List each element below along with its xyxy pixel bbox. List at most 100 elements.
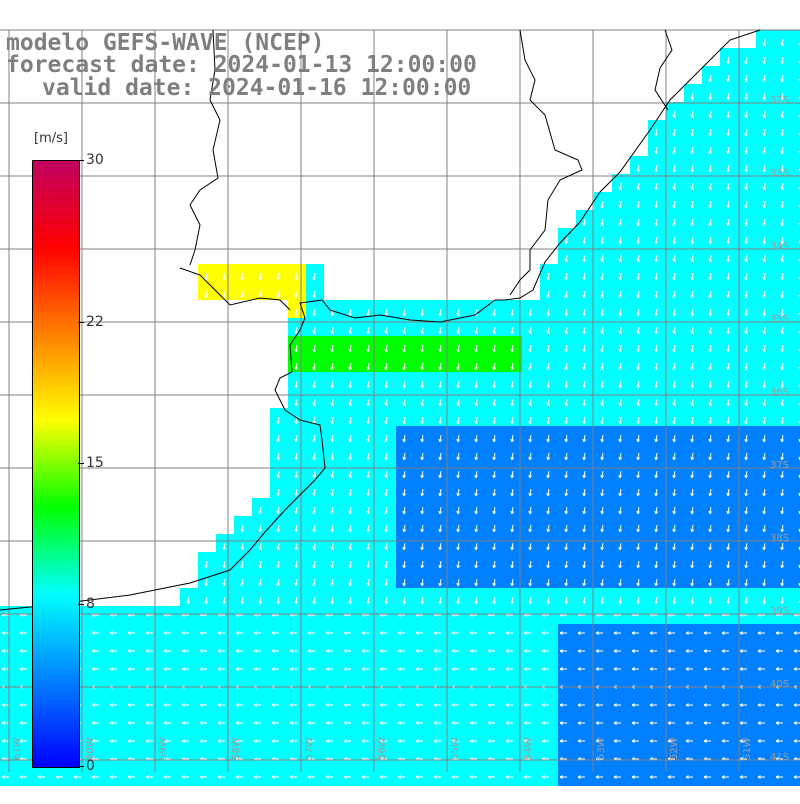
wind-arrow — [636, 272, 641, 281]
wind-arrow — [708, 290, 713, 299]
wind-arrow — [546, 398, 551, 407]
wind-arrow — [600, 434, 605, 443]
wind-arrow — [564, 488, 569, 497]
wind-arrow — [685, 775, 693, 779]
wind-arrow — [672, 110, 677, 119]
wind-arrow — [582, 254, 587, 263]
wind-arrow — [618, 578, 623, 587]
longitude-label: 55W — [450, 737, 461, 760]
wind-arrow — [271, 775, 279, 779]
wind-arrow — [181, 739, 189, 743]
wind-arrow — [492, 308, 497, 317]
wind-arrow — [330, 362, 335, 371]
wind-arrow — [564, 236, 569, 245]
wind-arrow — [19, 739, 27, 743]
wind-arrow — [289, 631, 297, 635]
wind-arrow — [487, 721, 495, 725]
wind-arrow — [649, 721, 657, 725]
wind-arrow — [384, 416, 389, 425]
longitude-label: 61W — [12, 737, 23, 760]
wind-arrow — [528, 344, 533, 353]
longitude-label: 59W — [158, 737, 169, 760]
wind-arrow — [636, 596, 641, 605]
wind-arrow — [294, 290, 299, 299]
wind-arrow — [433, 721, 441, 725]
wind-arrow — [348, 308, 353, 317]
wind-arrow — [600, 308, 605, 317]
wind-arrow — [451, 721, 459, 725]
wind-arrow — [384, 308, 389, 317]
wind-arrow — [546, 290, 551, 299]
wind-arrow — [744, 524, 749, 533]
wind-arrow — [613, 649, 621, 653]
wind-arrow — [276, 434, 281, 443]
wind-arrow — [708, 164, 713, 173]
wind-arrow — [690, 560, 695, 569]
wind-arrow — [708, 344, 713, 353]
wind-arrow — [276, 416, 281, 425]
wind-arrow — [420, 542, 425, 551]
wind-arrow — [667, 721, 675, 725]
wind-arrow — [672, 128, 677, 137]
wind-arrow — [276, 470, 281, 479]
wind-arrow — [451, 649, 459, 653]
wind-arrow — [780, 74, 785, 83]
wind-arrow — [600, 236, 605, 245]
wind-arrow — [744, 128, 749, 137]
wind-arrow — [721, 649, 729, 653]
wind-arrow — [672, 200, 677, 209]
wind-arrow — [420, 506, 425, 515]
wind-arrow — [505, 631, 513, 635]
wind-arrow — [258, 596, 263, 605]
wind-arrow — [613, 703, 621, 707]
wind-arrow — [672, 308, 677, 317]
wind-arrow — [312, 506, 317, 515]
wind-arrow — [456, 524, 461, 533]
wind-arrow — [109, 775, 117, 779]
wind-speed-cell — [792, 48, 800, 66]
wind-arrow — [384, 434, 389, 443]
wind-arrow — [762, 92, 767, 101]
wind-arrow — [744, 578, 749, 587]
wind-arrow — [690, 254, 695, 263]
wind-arrow — [654, 272, 659, 281]
wind-arrow — [726, 92, 731, 101]
wind-arrow — [636, 506, 641, 515]
wind-arrow — [109, 703, 117, 707]
wind-arrow — [456, 380, 461, 389]
wind-arrow — [582, 272, 587, 281]
wind-arrow — [672, 362, 677, 371]
wind-arrow — [289, 739, 297, 743]
wind-arrow — [708, 236, 713, 245]
wind-arrow — [510, 380, 515, 389]
wind-arrow — [654, 182, 659, 191]
wind-speed-cell — [792, 372, 800, 390]
wind-arrow — [528, 560, 533, 569]
wind-arrow — [600, 578, 605, 587]
wind-arrow — [217, 775, 225, 779]
wind-arrow — [744, 362, 749, 371]
wind-arrow — [474, 344, 479, 353]
wind-arrow — [528, 362, 533, 371]
wind-arrow — [276, 452, 281, 461]
longitude-label: 53W — [596, 737, 607, 760]
wind-arrow — [384, 488, 389, 497]
wind-arrow — [762, 164, 767, 173]
wind-arrow — [276, 596, 281, 605]
wind-arrow — [415, 721, 423, 725]
wind-arrow — [366, 308, 371, 317]
wind-arrow — [366, 524, 371, 533]
wind-arrow — [726, 56, 731, 65]
wind-arrow — [649, 775, 657, 779]
wind-arrow — [780, 326, 785, 335]
wind-arrow — [469, 739, 477, 743]
wind-arrow — [744, 380, 749, 389]
wind-arrow — [690, 200, 695, 209]
colorbar-tick-label: 15 — [86, 455, 104, 471]
wind-arrow — [726, 398, 731, 407]
wind-speed-cell — [792, 102, 800, 120]
wind-arrow — [19, 649, 27, 653]
wind-arrow — [708, 524, 713, 533]
wind-speed-field — [0, 30, 800, 786]
